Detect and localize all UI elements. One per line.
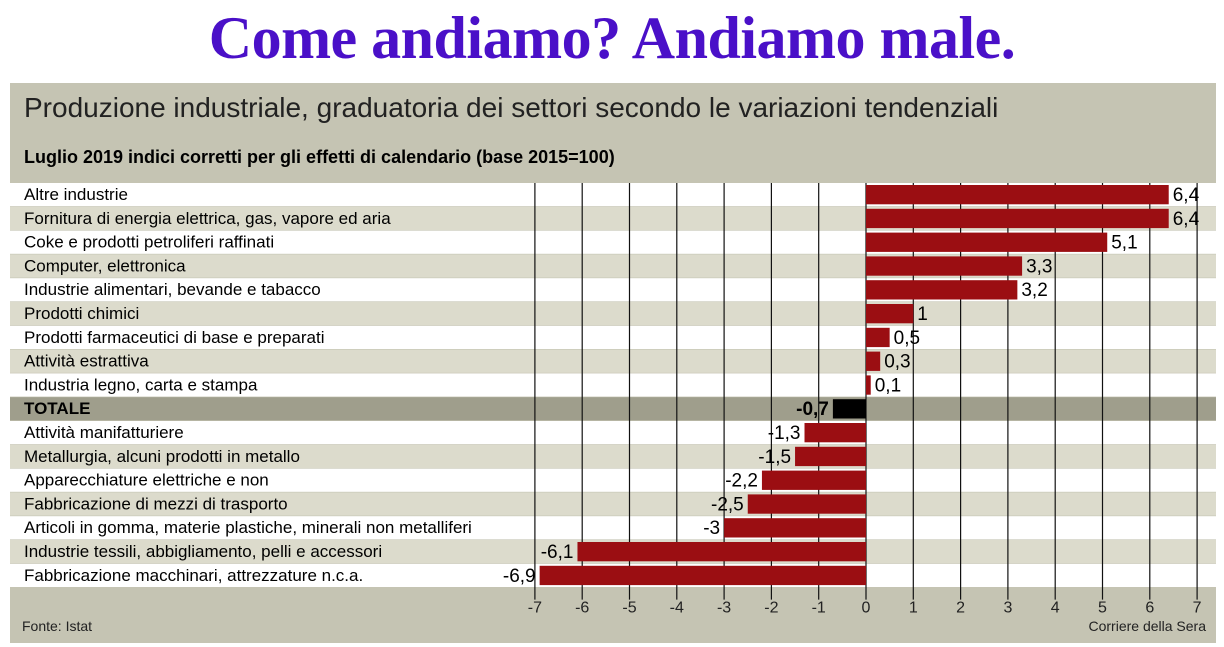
value-label: -1,5 bbox=[758, 447, 791, 468]
value-label: -6,1 bbox=[541, 542, 574, 563]
category-label: Apparecchiature elettriche e non bbox=[24, 471, 269, 490]
category-label: Fornitura di energia elettrica, gas, vap… bbox=[24, 209, 391, 228]
x-tick-label: -7 bbox=[528, 600, 542, 617]
row-stripe bbox=[10, 468, 1216, 492]
x-tick-label: 3 bbox=[1003, 600, 1012, 617]
bar bbox=[795, 446, 866, 467]
x-tick-label: -4 bbox=[670, 600, 684, 617]
bar bbox=[866, 327, 890, 348]
category-label: Fabbricazione di mezzi di trasporto bbox=[24, 494, 288, 513]
row-stripe bbox=[10, 302, 1216, 326]
x-tick-label: 0 bbox=[862, 600, 871, 617]
headline: Come andiamo? Andiamo male. bbox=[208, 5, 1016, 71]
category-label: Articoli in gomma, materie plastiche, mi… bbox=[24, 518, 472, 537]
bar bbox=[577, 542, 866, 562]
value-label: 0,3 bbox=[884, 352, 910, 373]
bar bbox=[866, 280, 1018, 300]
value-label: 0,1 bbox=[875, 375, 901, 396]
value-label: 0,5 bbox=[894, 328, 920, 349]
bar bbox=[747, 494, 866, 514]
x-tick-label: -2 bbox=[764, 600, 778, 617]
value-label: 3,3 bbox=[1026, 256, 1052, 277]
category-label: Attività estrattiva bbox=[24, 352, 149, 371]
category-label: Industria legno, carta e stampa bbox=[24, 375, 258, 394]
bar bbox=[866, 232, 1108, 252]
bar bbox=[866, 351, 881, 371]
bar bbox=[539, 565, 866, 586]
total-row-stripe bbox=[10, 397, 1216, 421]
row-stripe bbox=[10, 325, 1216, 349]
value-label: -0,7 bbox=[796, 399, 829, 420]
category-label: Coke e prodotti petroliferi raffinati bbox=[24, 233, 274, 252]
bar bbox=[724, 518, 866, 538]
bar bbox=[866, 185, 1169, 205]
x-tick-label: 5 bbox=[1098, 600, 1107, 617]
row-stripe bbox=[10, 444, 1216, 468]
value-label: 6,4 bbox=[1173, 185, 1200, 206]
x-tick-label: 1 bbox=[909, 600, 918, 617]
value-label: -3 bbox=[703, 518, 720, 539]
category-label: Attività manifatturiere bbox=[24, 423, 184, 442]
bar bbox=[804, 423, 866, 443]
total-bar bbox=[832, 399, 866, 419]
row-stripe bbox=[10, 349, 1216, 373]
value-label: -1,3 bbox=[768, 423, 801, 444]
x-tick-label: -6 bbox=[575, 600, 589, 617]
source-note: Fonte: Istat bbox=[22, 618, 93, 634]
bar bbox=[761, 470, 866, 490]
bar bbox=[866, 256, 1023, 276]
category-label: Prodotti farmaceutici di base e preparat… bbox=[24, 328, 325, 347]
value-label: 6,4 bbox=[1173, 209, 1200, 230]
x-tick-label: 4 bbox=[1051, 600, 1060, 617]
bar bbox=[866, 375, 871, 395]
x-tick-label: 7 bbox=[1193, 600, 1202, 617]
bar bbox=[866, 208, 1169, 229]
x-tick-label: -3 bbox=[717, 600, 731, 617]
x-tick-label: -5 bbox=[622, 600, 636, 617]
row-stripe bbox=[10, 373, 1216, 397]
category-label: Computer, elettronica bbox=[24, 256, 186, 275]
credit-note: Corriere della Sera bbox=[1088, 618, 1207, 634]
category-label: Industrie alimentari, bevande e tabacco bbox=[24, 280, 321, 299]
x-tick-label: -1 bbox=[812, 600, 826, 617]
value-label: -6,9 bbox=[503, 566, 536, 587]
value-label: 3,2 bbox=[1021, 280, 1047, 301]
row-stripe bbox=[10, 516, 1216, 540]
period-note: Luglio 2019 indici corretti per gli effe… bbox=[24, 147, 615, 167]
category-label: Altre industrie bbox=[24, 185, 128, 204]
value-label: -2,2 bbox=[725, 471, 758, 492]
category-label: Fabbricazione macchinari, attrezzature n… bbox=[24, 566, 363, 585]
value-label: -2,5 bbox=[711, 494, 744, 515]
row-stripe bbox=[10, 421, 1216, 445]
bar bbox=[866, 304, 914, 324]
category-label: Metallurgia, alcuni prodotti in metallo bbox=[24, 447, 300, 466]
row-stripe bbox=[10, 492, 1216, 516]
value-label: 5,1 bbox=[1111, 233, 1137, 254]
x-tick-label: 6 bbox=[1145, 600, 1154, 617]
value-label: 1 bbox=[917, 304, 928, 325]
category-label: Prodotti chimici bbox=[24, 304, 139, 323]
total-category-label: TOTALE bbox=[24, 399, 90, 418]
chart-subtitle: Produzione industriale, graduatoria dei … bbox=[24, 92, 999, 123]
x-tick-label: 2 bbox=[956, 600, 965, 617]
category-label: Industrie tessili, abbigliamento, pelli … bbox=[24, 542, 382, 561]
